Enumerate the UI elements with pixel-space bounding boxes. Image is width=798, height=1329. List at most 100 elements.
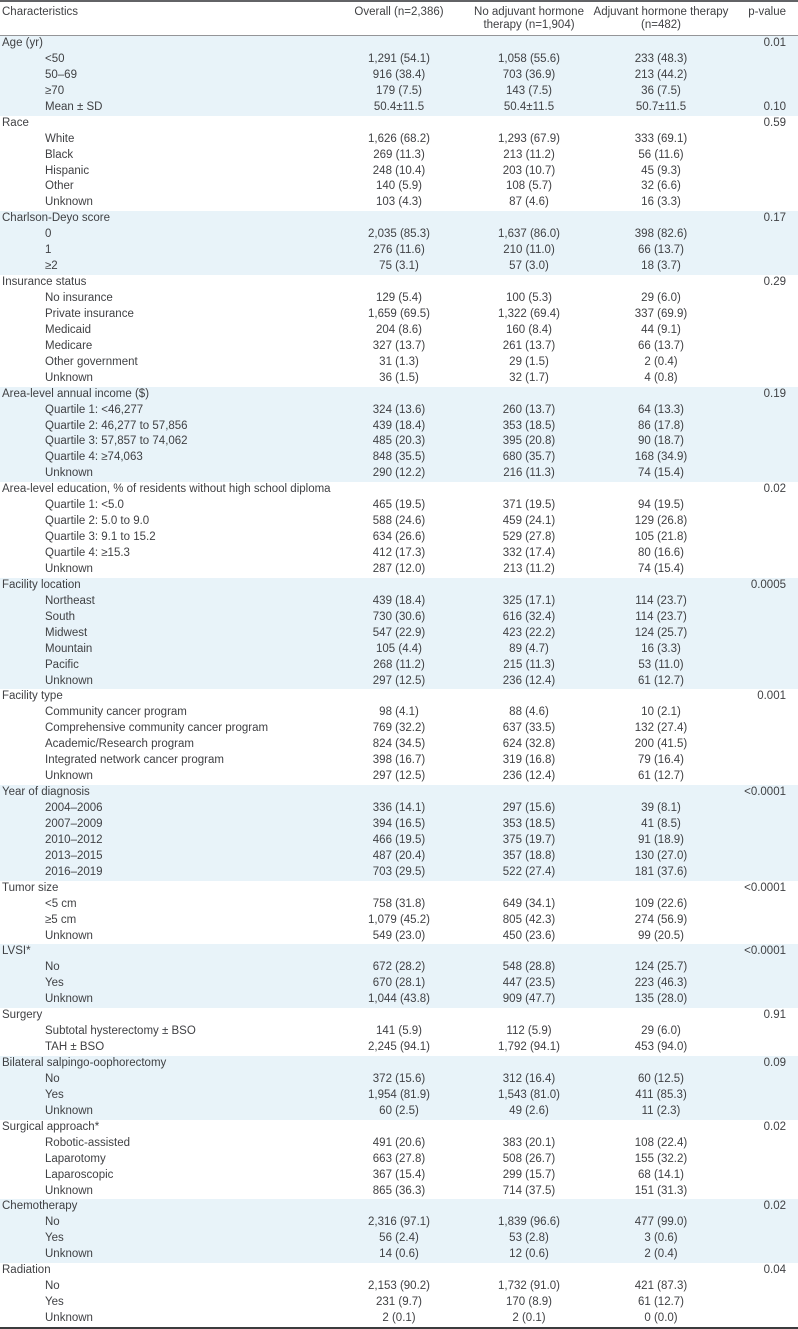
cell-pvalue [722, 641, 798, 658]
cell-label: Mountain [0, 641, 340, 658]
cell-overall [340, 1008, 458, 1024]
cell-overall: 730 (30.6) [340, 609, 458, 626]
cell-overall: 268 (11.2) [340, 657, 458, 674]
cell-no-adjuvant: 49 (2.6) [458, 1103, 600, 1120]
cell-pvalue [722, 1311, 798, 1328]
cell-overall: 14 (0.6) [340, 1247, 458, 1264]
data-row: Unknown 103 (4.3) 87 (4.6) 16 (3.3) [0, 195, 798, 211]
cell-label: Unknown [0, 1103, 340, 1120]
cell-label: Quartile 1: <46,277 [0, 402, 340, 419]
col-header-adjuvant: Adjuvant hormone therapy (n=482) [594, 0, 728, 36]
cell-label: ≥70 [0, 83, 340, 100]
cell-section-label: LVSI* [0, 944, 340, 961]
cell-overall: 769 (32.2) [372, 722, 426, 735]
cell-no-adjuvant: 236 (12.4) [458, 673, 600, 690]
cell-overall: 634 (26.6) [372, 531, 426, 544]
cell-adjuvant: 91 (18.9) [600, 832, 722, 849]
cell-no-adjuvant: 1,732 (91.0) [497, 1280, 560, 1293]
cell-pvalue [722, 657, 798, 674]
section-row: Age (yr) 0.01 [0, 35, 798, 52]
cell-label: TAH ± BSO [45, 1041, 105, 1054]
cell-no-adjuvant: 637 (33.5) [502, 722, 556, 735]
cell-label: Laparotomy [45, 1152, 106, 1165]
cell-pvalue [722, 929, 798, 945]
cell-overall: 372 (15.6) [340, 1071, 458, 1088]
col-header-characteristics: Characteristics [0, 0, 340, 36]
cell-no-adjuvant: 353 (18.5) [458, 816, 600, 833]
header-row: Characteristics Overall (n=2,386) No adj… [0, 0, 798, 36]
cell-pvalue: <0.0001 [722, 944, 798, 961]
cell-pvalue: 0.29 [763, 276, 786, 289]
cell-no-adjuvant [458, 785, 600, 801]
cell-adjuvant: 18 (3.7) [600, 259, 722, 276]
cell-overall [340, 116, 458, 132]
cell-adjuvant: 74 (15.4) [600, 466, 722, 483]
cell-pvalue [722, 562, 798, 578]
data-row: <50 1,291 (54.1) 1,058 (55.6) 233 (48.3) [0, 51, 798, 68]
section-row: Radiation 0.04 [0, 1263, 798, 1279]
cell-adjuvant: 66 (13.7) [600, 243, 722, 260]
cell-no-adjuvant [458, 482, 600, 498]
cell-label: Robotic-assisted [45, 1136, 131, 1149]
col-header-no-adjuvant: No adjuvant hormone therapy (n=1,904) [458, 0, 600, 36]
cell-pvalue [722, 307, 798, 323]
cell-overall [340, 35, 458, 52]
cell-pvalue [722, 1152, 798, 1168]
cell-adjuvant: 86 (17.8) [600, 418, 722, 435]
cell-pvalue [722, 339, 798, 355]
data-row: Unknown 297 (12.5) 236 (12.4) 61 (12.7) [0, 673, 798, 690]
data-row: ≥2 75 (3.1) 57 (3.0) 18 (3.7) [0, 259, 798, 276]
cell-pvalue [722, 1247, 798, 1264]
cell-no-adjuvant: 508 (26.7) [502, 1152, 556, 1165]
cell-pvalue [722, 593, 798, 610]
cell-label: Unknown [45, 562, 93, 575]
cell-overall: 588 (24.6) [372, 515, 426, 528]
cell-overall: 367 (15.4) [372, 1168, 426, 1181]
cell-no-adjuvant [458, 1056, 600, 1072]
cell-no-adjuvant: 12 (0.6) [458, 1247, 600, 1264]
cell-pvalue: 0.19 [722, 386, 798, 403]
cell-pvalue [722, 705, 798, 721]
data-row: Unknown 297 (12.5) 236 (12.4) 61 (12.7) [0, 769, 798, 785]
cell-overall [340, 1199, 458, 1216]
cell-label: Pacific [0, 657, 340, 674]
cell-label: Quartile 4: ≥15.3 [45, 547, 130, 559]
data-row: No 672 (28.2) 548 (28.8) 124 (25.7) [0, 960, 798, 977]
cell-pvalue [722, 291, 798, 307]
section-row: Race 0.59 [0, 116, 798, 132]
cell-no-adjuvant: 112 (5.9) [506, 1025, 552, 1038]
cell-no-adjuvant: 100 (5.3) [505, 292, 553, 304]
cell-pvalue [722, 1184, 798, 1200]
section-row: Chemotherapy 0.02 [0, 1199, 798, 1216]
cell-adjuvant [600, 1056, 722, 1072]
cell-label: No insurance [45, 292, 113, 304]
cell-no-adjuvant: 624 (32.8) [502, 738, 556, 751]
cell-no-adjuvant [458, 1120, 600, 1136]
cell-no-adjuvant: 649 (34.1) [502, 897, 556, 910]
data-row: Private insurance 1,659 (69.5) 1,322 (69.4… [0, 307, 798, 323]
cell-label: Medicaid [45, 323, 92, 336]
data-row: No 372 (15.6) 312 (16.4) 60 (12.5) [0, 1071, 798, 1088]
cell-pvalue [722, 434, 798, 451]
col-header-adjuvant-line1: Adjuvant hormone therapy [593, 6, 729, 18]
data-row: 1 276 (11.6) 210 (11.0) 66 (13.7) [0, 243, 798, 260]
cell-pvalue [722, 1087, 798, 1104]
data-row: Other government 31 (1.3) 29 (1.5) 2 (0.4) [0, 355, 798, 371]
cell-overall: 103 (4.3) [375, 196, 423, 209]
cell-pvalue [722, 514, 798, 530]
cell-no-adjuvant: 353 (18.5) [458, 418, 600, 435]
col-header-adjuvant-line2: (n=482) [641, 19, 681, 31]
cell-adjuvant: 64 (13.3) [600, 402, 722, 419]
data-row: Quartile 2: 5.0 to 9.0 588 (24.6) 459 (24.… [0, 514, 798, 530]
cell-no-adjuvant: 703 (36.9) [458, 67, 600, 84]
cell-label: Yes [0, 1087, 340, 1104]
col-header-no-adjuvant-line2: therapy (n=1,904) [483, 19, 575, 31]
cell-no-adjuvant: 210 (11.0) [458, 243, 600, 260]
cell-section-label: Insurance status [2, 276, 87, 289]
cell-overall: 439 (18.4) [340, 593, 458, 610]
data-row: Other 140 (5.9) 108 (5.7) 32 (6.6) [0, 179, 798, 195]
section-row: Area-level annual income ($) 0.19 [0, 386, 798, 403]
cell-pvalue [722, 323, 798, 339]
cell-overall: 287 (12.0) [372, 562, 426, 575]
